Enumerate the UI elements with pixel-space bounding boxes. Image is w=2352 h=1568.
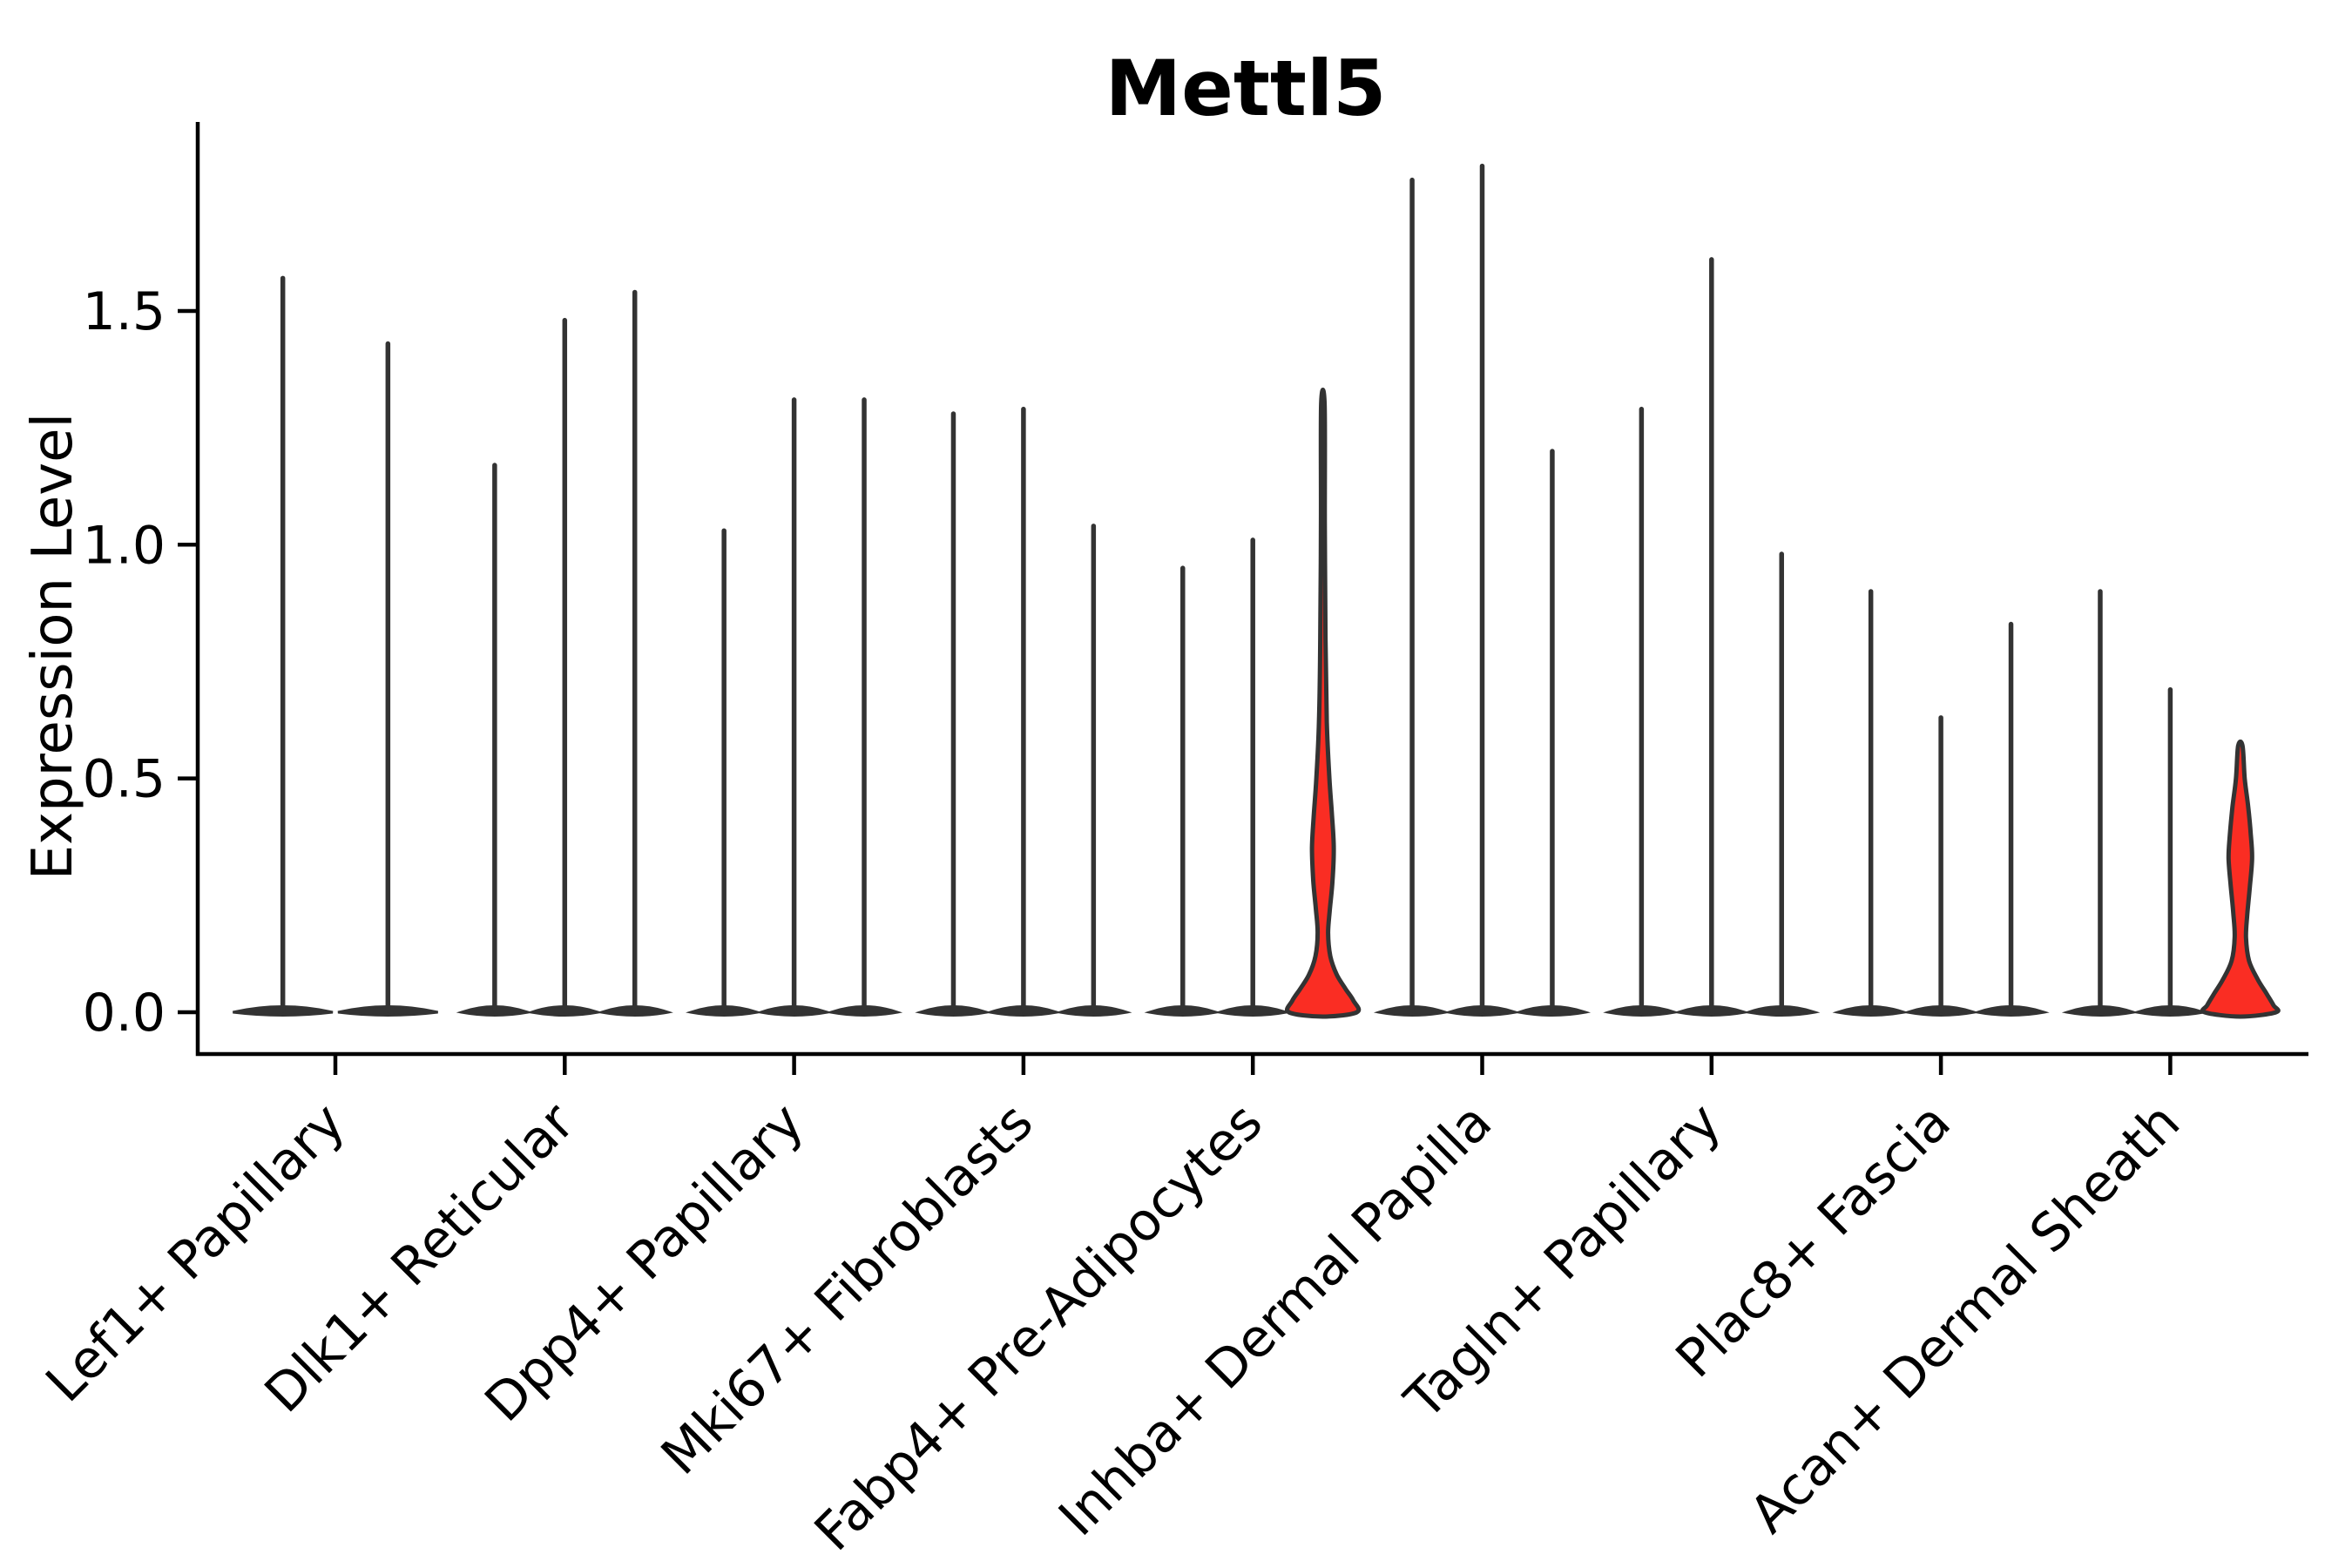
axes bbox=[178, 122, 2308, 1075]
x-tick-label: Fabp4+ Pre-Adipocytes bbox=[803, 1092, 1274, 1563]
x-tick-label: Acan+ Dermal Sheath bbox=[1738, 1092, 2192, 1545]
y-axis-label: Expression Level bbox=[21, 413, 85, 881]
y-tick-label: 0.0 bbox=[83, 983, 166, 1044]
x-tick-label: Mki67+ Fibroblasts bbox=[650, 1092, 1045, 1487]
chart-title: Mettl5 bbox=[1105, 44, 1387, 133]
violin-red bbox=[1285, 388, 1362, 1019]
violins bbox=[233, 163, 2281, 1019]
axis-spines bbox=[195, 122, 2308, 1057]
y-tick-label: 1.0 bbox=[83, 515, 166, 576]
violin-red bbox=[2200, 739, 2281, 1019]
y-tick-label: 1.5 bbox=[83, 281, 166, 342]
y-tick-label: 0.5 bbox=[83, 749, 166, 810]
x-tick-label: Inhba+ Dermal Papilla bbox=[1047, 1092, 1504, 1548]
